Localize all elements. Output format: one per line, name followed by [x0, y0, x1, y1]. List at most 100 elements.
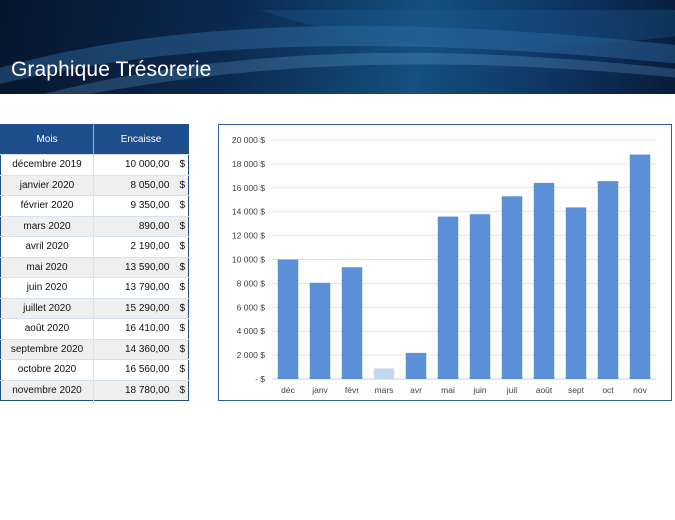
bar-mars: [373, 368, 395, 379]
table-row: avril 2020 2 190,00 $: [0, 236, 189, 257]
y-tick-label: 20 000 $: [232, 135, 265, 145]
x-tick-label: juin: [472, 385, 487, 395]
cell-currency: $: [179, 241, 185, 253]
y-tick-label: 2 000 $: [237, 350, 266, 360]
cell-encaisse: 9 350,00 $: [93, 195, 189, 216]
cell-mois: juillet 2020: [0, 297, 94, 319]
x-tick-label: avr: [410, 385, 422, 395]
x-tick-label: mai: [441, 385, 455, 395]
table-row: octobre 2020 16 560,00 $: [0, 359, 189, 380]
bar-janv: [309, 282, 331, 379]
y-tick-label: 18 000 $: [232, 159, 265, 169]
bar-avr: [405, 352, 427, 379]
cell-currency: $: [179, 179, 185, 191]
table-row: août 2020 16 410,00 $: [0, 318, 189, 339]
cell-encaisse: 18 780,00 $: [93, 379, 189, 401]
cell-encaisse: 15 290,00 $: [93, 297, 189, 319]
cash-table: Mois Encaisse décembre 2019 10 000,00 $ jan…: [0, 124, 189, 401]
cell-encaisse: 16 560,00 $: [93, 359, 189, 380]
cell-encaisse-value: 14 360,00: [124, 343, 170, 355]
cell-mois: mars 2020: [0, 215, 94, 237]
cell-encaisse: 10 000,00 $: [93, 154, 189, 175]
x-axis-ticks: déc janv févr mars avr mai juin juil août sept oct…: [281, 385, 647, 395]
page-title: Graphique Trésorerie: [11, 58, 212, 81]
table-row: juillet 2020 15 290,00 $: [0, 297, 189, 319]
table-row: septembre 2020 14 360,00 $: [0, 338, 189, 360]
x-tick-label: oct: [602, 385, 614, 395]
cell-mois: novembre 2020: [0, 379, 94, 401]
cell-encaisse: 14 360,00 $: [93, 338, 189, 360]
y-tick-label: - $: [255, 374, 265, 384]
y-tick-label: 10 000 $: [232, 255, 265, 265]
cell-encaisse: 8 050,00 $: [93, 174, 189, 196]
column-header-mois: Mois: [0, 124, 94, 155]
y-tick-label: 16 000 $: [232, 183, 265, 193]
cell-currency: $: [179, 261, 185, 273]
x-tick-label: févr: [345, 385, 359, 395]
y-tick-label: 8 000 $: [237, 278, 266, 288]
y-tick-label: 12 000 $: [232, 231, 265, 241]
bar-nov: [629, 154, 651, 379]
bar-août: [533, 182, 555, 379]
cell-encaisse-value: 890,00: [138, 220, 170, 232]
cell-currency: $: [179, 282, 185, 294]
table-row: février 2020 9 350,00 $: [0, 195, 189, 216]
cell-mois: septembre 2020: [0, 338, 94, 360]
cell-encaisse: 13 590,00 $: [93, 256, 189, 278]
bar-oct: [597, 181, 619, 379]
cell-currency: $: [179, 364, 185, 376]
bar-juin: [469, 214, 491, 379]
cell-currency: $: [179, 343, 185, 355]
cell-encaisse: 16 410,00 $: [93, 318, 189, 339]
table-row: juin 2020 13 790,00 $: [0, 277, 189, 298]
cell-mois: avril 2020: [0, 236, 94, 257]
table-body: décembre 2019 10 000,00 $ janvier 2020 8 050…: [0, 154, 189, 401]
table-row: novembre 2020 18 780,00 $: [0, 379, 189, 401]
bar-chart-svg: - $ 2 000 $ 4 000 $ 6 000 $ 8 000 $ 10 000 $ 1…: [232, 135, 656, 395]
x-tick-label: sept: [568, 385, 585, 395]
x-tick-label: janv: [311, 385, 328, 395]
cash-chart: - $ 2 000 $ 4 000 $ 6 000 $ 8 000 $ 10 000 $ 1…: [218, 124, 672, 401]
cell-mois: décembre 2019: [0, 154, 94, 175]
cell-mois: août 2020: [0, 318, 94, 339]
cell-mois: mai 2020: [0, 256, 94, 278]
cell-encaisse-value: 13 790,00: [124, 282, 170, 294]
cell-encaisse-value: 9 350,00: [130, 200, 170, 212]
bar-févr: [341, 267, 363, 379]
header-banner: Graphique Trésorerie: [0, 0, 675, 94]
cell-currency: $: [179, 159, 185, 171]
cell-currency: $: [179, 323, 185, 335]
x-tick-label: mars: [375, 385, 394, 395]
table-row: janvier 2020 8 050,00 $: [0, 174, 189, 196]
cell-encaisse-value: 16 410,00: [124, 323, 170, 335]
cell-mois: juin 2020: [0, 277, 94, 298]
bar-sept: [565, 207, 587, 379]
cell-encaisse-value: 13 590,00: [124, 261, 170, 273]
cell-mois: octobre 2020: [0, 359, 94, 380]
cell-encaisse-value: 16 560,00: [124, 364, 170, 376]
cell-currency: $: [179, 302, 185, 314]
column-header-encaisse: Encaisse: [93, 124, 189, 155]
x-tick-label: août: [536, 385, 553, 395]
cell-encaisse: 13 790,00 $: [93, 277, 189, 298]
cell-mois: janvier 2020: [0, 174, 94, 196]
x-tick-label: juil: [506, 385, 518, 395]
bar-déc: [277, 259, 299, 379]
y-tick-label: 14 000 $: [232, 207, 265, 217]
cell-encaisse-value: 18 780,00: [124, 384, 170, 396]
chart-gridlines: [272, 139, 656, 380]
table-row: décembre 2019 10 000,00 $: [0, 154, 189, 175]
chart-bars: [277, 154, 651, 379]
table-row: mai 2020 13 590,00 $: [0, 256, 189, 278]
x-tick-label: nov: [633, 385, 647, 395]
cell-encaisse-value: 2 190,00: [130, 241, 170, 253]
cell-currency: $: [179, 220, 185, 232]
table-row: mars 2020 890,00 $: [0, 215, 189, 237]
cell-encaisse-value: 10 000,00: [124, 159, 170, 171]
banner-swoosh-graphic: [0, 10, 675, 94]
bar-juil: [501, 196, 523, 379]
table-header-row: Mois Encaisse: [0, 124, 189, 155]
cell-currency: $: [179, 384, 185, 396]
y-axis-ticks: - $ 2 000 $ 4 000 $ 6 000 $ 8 000 $ 10 000 $ 1…: [232, 135, 265, 384]
cell-encaisse-value: 15 290,00: [124, 302, 170, 314]
